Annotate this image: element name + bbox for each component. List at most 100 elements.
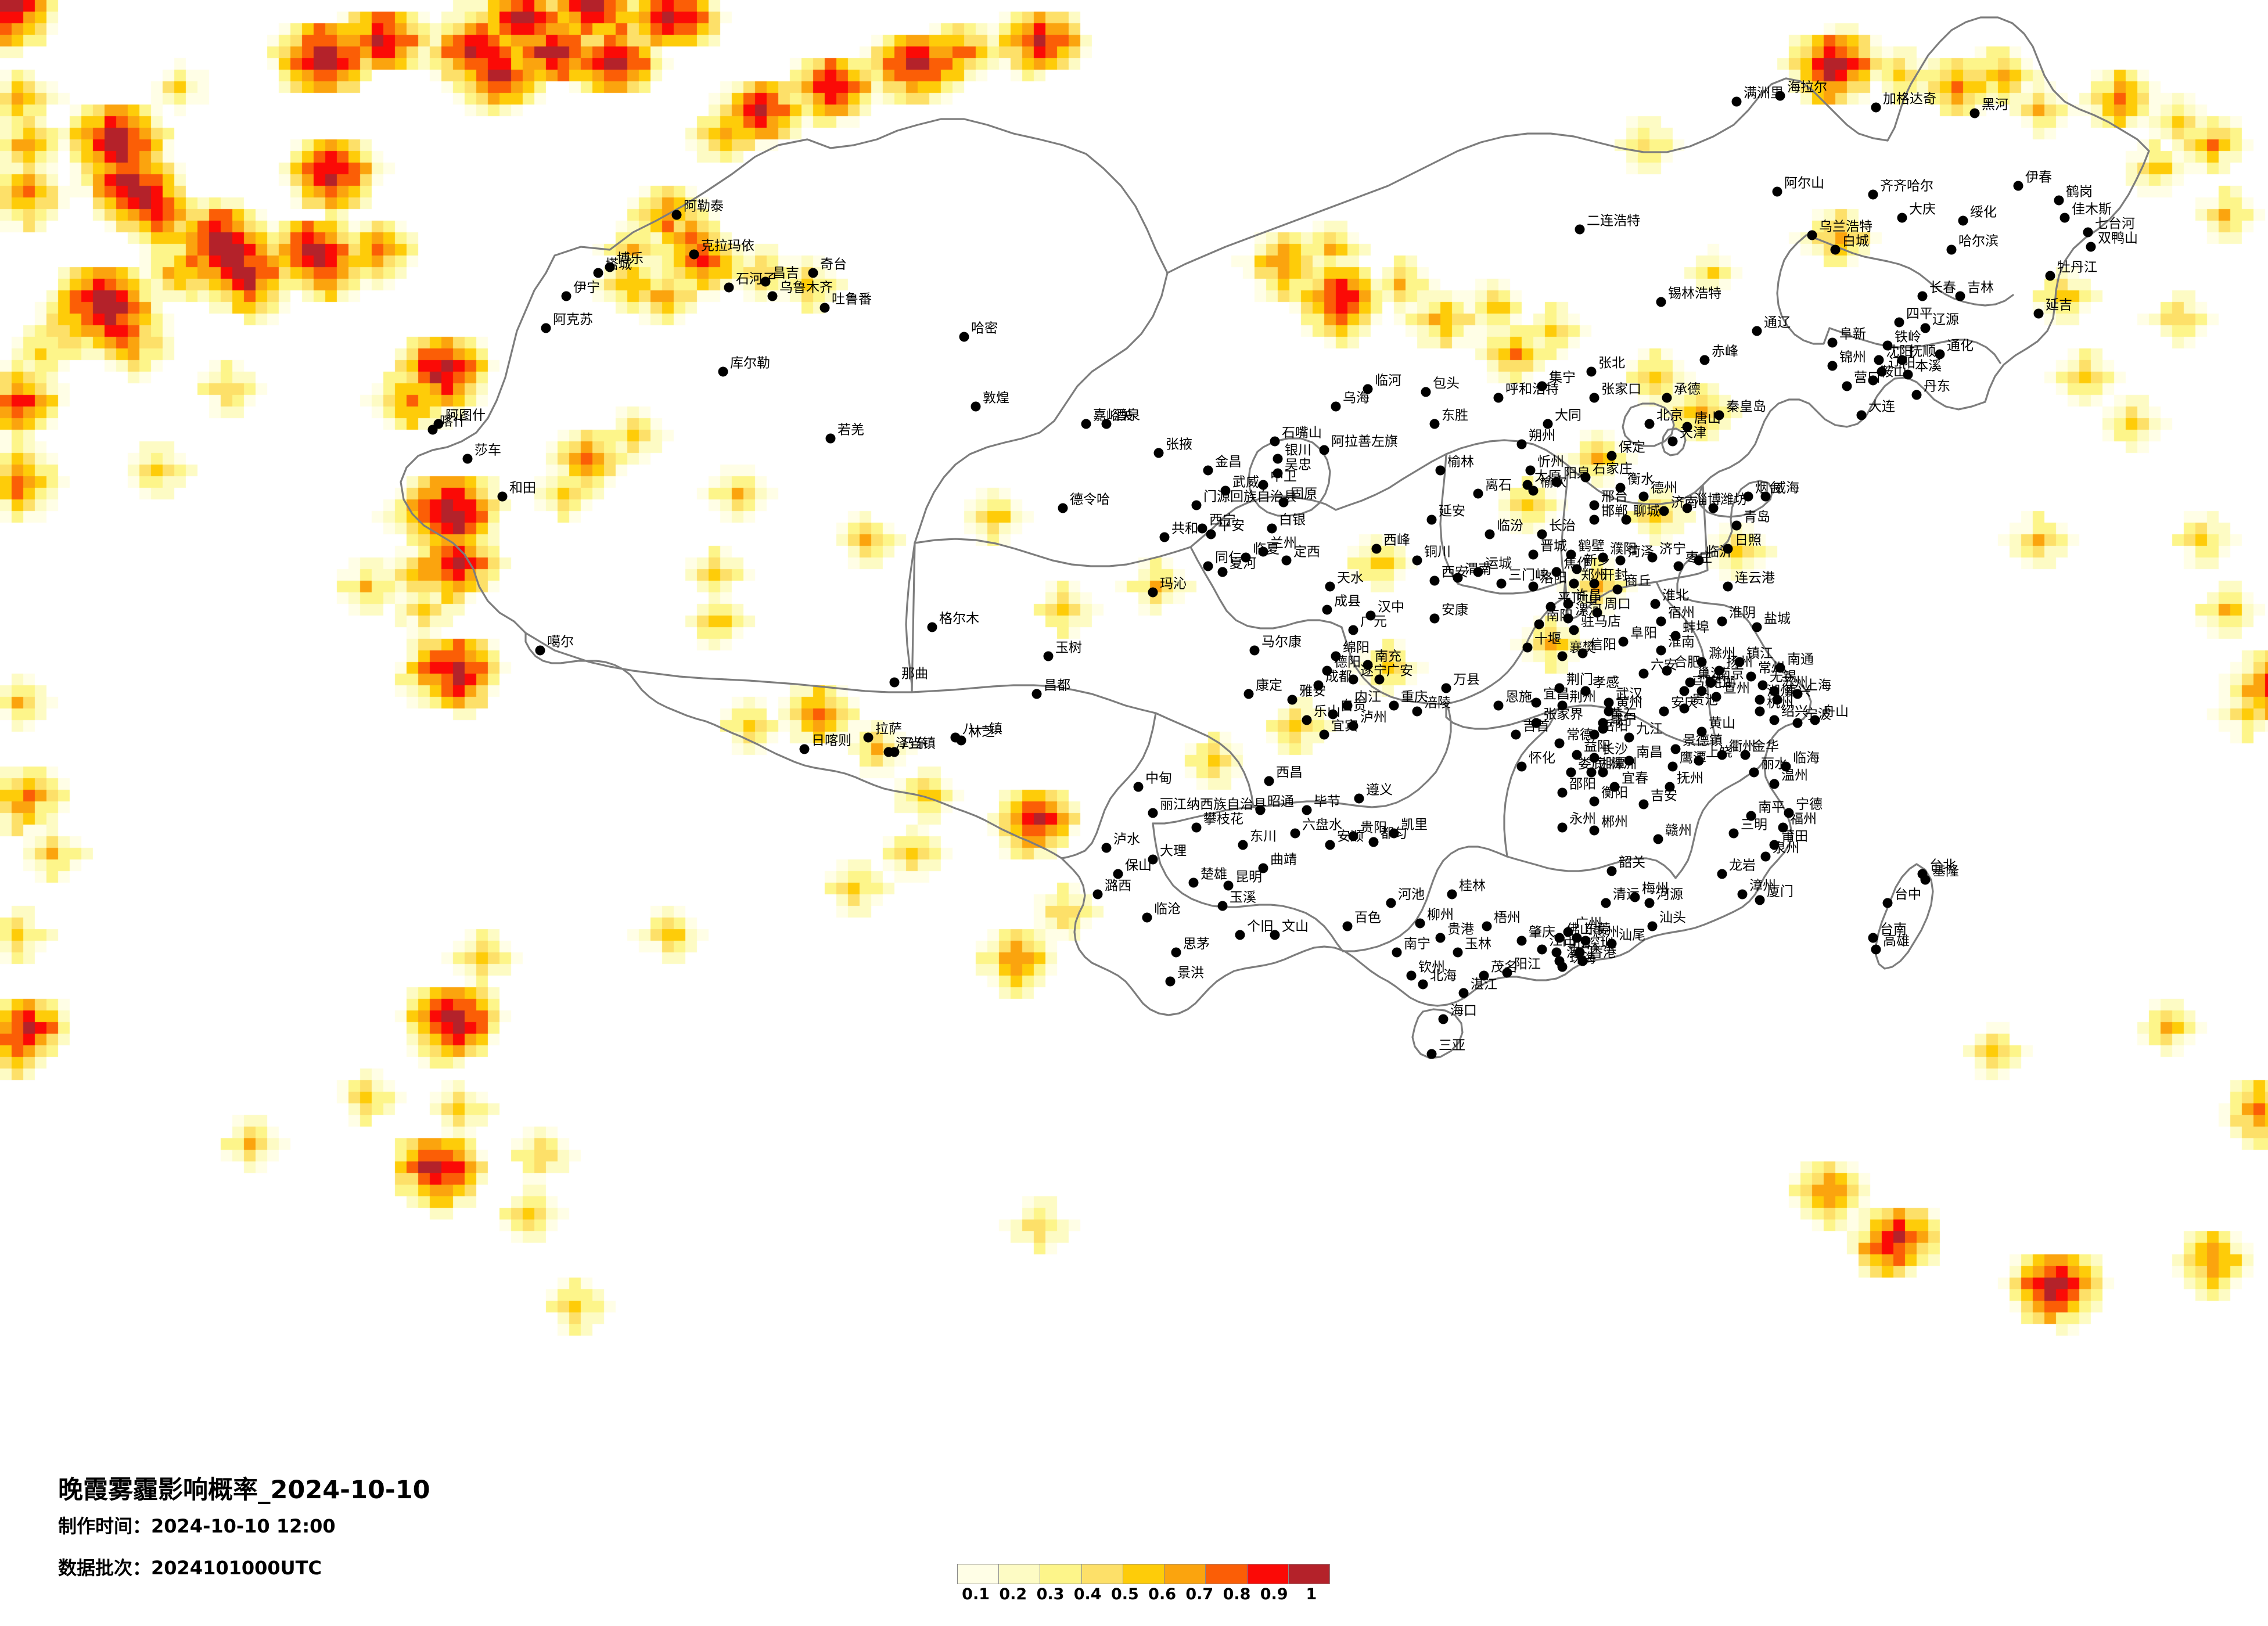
city-dot-205[interactable] [1342, 700, 1353, 711]
city-dot-10[interactable] [497, 491, 508, 502]
city-dot-250[interactable] [927, 622, 937, 632]
city-dot-158[interactable] [1557, 822, 1568, 833]
city-dot-133[interactable] [1769, 779, 1780, 789]
city-dot-144[interactable] [1557, 700, 1568, 711]
city-dot-74[interactable] [1621, 515, 1631, 525]
city-dot-87[interactable] [1453, 573, 1463, 583]
city-dot-261[interactable] [2013, 181, 2023, 191]
city-dot-258[interactable] [1868, 189, 1878, 200]
city-dot-206[interactable] [1328, 709, 1338, 720]
city-dot-31[interactable] [1270, 436, 1280, 447]
city-dot-196[interactable] [1868, 933, 1878, 943]
city-dot-308[interactable] [1580, 686, 1591, 696]
city-dot-188[interactable] [1418, 979, 1428, 990]
city-dot-7[interactable] [541, 323, 551, 333]
city-dot-113[interactable] [1755, 695, 1765, 705]
city-dot-220[interactable] [1148, 854, 1158, 865]
city-dot-60[interactable] [1412, 555, 1422, 566]
city-dot-270[interactable] [1955, 291, 1965, 301]
city-dot-254[interactable] [1752, 326, 1762, 336]
city-dot-155[interactable] [1566, 767, 1576, 778]
city-dot-54[interactable] [1662, 393, 1672, 403]
city-dot-312[interactable] [825, 433, 836, 444]
city-dot-37[interactable] [1421, 387, 1431, 397]
city-dot-311[interactable] [433, 419, 444, 429]
city-dot-222[interactable] [1101, 843, 1112, 853]
city-dot-162[interactable] [1601, 898, 1611, 908]
city-dot-299[interactable] [1563, 613, 1573, 624]
city-dot-149[interactable] [1589, 729, 1600, 740]
city-dot-67[interactable] [1572, 564, 1582, 574]
city-dot-19[interactable] [1206, 529, 1216, 539]
city-dot-200[interactable] [1331, 651, 1341, 661]
city-dot-191[interactable] [1438, 1014, 1448, 1024]
city-dot-101[interactable] [1705, 677, 1716, 688]
city-dot-96[interactable] [1717, 616, 1727, 627]
city-dot-295[interactable] [1577, 648, 1588, 659]
city-dot-276[interactable] [1874, 355, 1884, 365]
city-dot-14[interactable] [1203, 465, 1213, 476]
city-dot-104[interactable] [1757, 680, 1768, 690]
city-dot-115[interactable] [1755, 706, 1765, 717]
city-dot-156[interactable] [1557, 787, 1568, 798]
city-dot-117[interactable] [1792, 718, 1803, 728]
city-dot-66[interactable] [1551, 567, 1562, 577]
city-dot-132[interactable] [1781, 761, 1791, 772]
city-dot-253[interactable] [1699, 355, 1710, 365]
city-dot-84[interactable] [1673, 561, 1684, 571]
city-dot-251[interactable] [535, 645, 545, 656]
city-dot-38[interactable] [1429, 419, 1440, 429]
city-dot-108[interactable] [1638, 668, 1649, 679]
city-dot-142[interactable] [1755, 895, 1765, 905]
city-dot-131[interactable] [1749, 767, 1759, 778]
city-dot-215[interactable] [1249, 645, 1260, 656]
city-dot-106[interactable] [1792, 689, 1803, 699]
city-dot-195[interactable] [1882, 898, 1893, 908]
city-dot-314[interactable] [971, 401, 981, 412]
city-dot-140[interactable] [1717, 869, 1727, 879]
city-dot-300[interactable] [1586, 366, 1597, 377]
city-dot-135[interactable] [1778, 822, 1788, 833]
city-dot-5[interactable] [767, 291, 778, 301]
city-dot-58[interactable] [1473, 488, 1483, 499]
city-dot-279[interactable] [1868, 375, 1878, 386]
city-dot-225[interactable] [1223, 880, 1234, 891]
city-dot-141[interactable] [1737, 889, 1748, 900]
city-dot-152[interactable] [1589, 753, 1600, 763]
city-dot-160[interactable] [1653, 834, 1663, 844]
city-dot-26[interactable] [1217, 567, 1228, 577]
city-dot-286[interactable] [1775, 91, 1785, 101]
city-dot-68[interactable] [1569, 578, 1579, 589]
city-dot-202[interactable] [1363, 660, 1373, 670]
city-dot-231[interactable] [1270, 930, 1280, 940]
city-dot-283[interactable] [1827, 361, 1838, 371]
city-dot-303[interactable] [1665, 782, 1675, 792]
city-dot-268[interactable] [2045, 271, 2055, 281]
city-dot-42[interactable] [1543, 419, 1553, 429]
city-dot-228[interactable] [1217, 901, 1228, 911]
city-dot-93[interactable] [1670, 631, 1681, 641]
city-dot-102[interactable] [1746, 671, 1756, 682]
city-dot-319[interactable] [724, 282, 734, 293]
city-dot-29[interactable] [1322, 605, 1332, 615]
city-dot-46[interactable] [1528, 485, 1539, 496]
city-dot-138[interactable] [1769, 840, 1780, 850]
city-dot-236[interactable] [1290, 828, 1300, 839]
city-dot-25[interactable] [1241, 552, 1251, 563]
city-dot-110[interactable] [1679, 686, 1690, 696]
city-dot-212[interactable] [1287, 695, 1297, 705]
city-dot-81[interactable] [1731, 520, 1742, 531]
city-dot-100[interactable] [1714, 665, 1724, 676]
city-dot-92[interactable] [1656, 616, 1666, 627]
city-dot-90[interactable] [1618, 636, 1629, 647]
city-dot-175[interactable] [1554, 956, 1565, 966]
city-dot-181[interactable] [1482, 921, 1492, 931]
city-dot-198[interactable] [1313, 680, 1324, 690]
city-dot-114[interactable] [1772, 695, 1782, 705]
city-dot-257[interactable] [1897, 213, 1907, 223]
city-dot-53[interactable] [1714, 410, 1724, 420]
city-dot-301[interactable] [1638, 799, 1649, 810]
city-dot-127[interactable] [1624, 756, 1634, 766]
city-dot-194[interactable] [1920, 875, 1931, 885]
city-dot-65[interactable] [1528, 549, 1539, 560]
